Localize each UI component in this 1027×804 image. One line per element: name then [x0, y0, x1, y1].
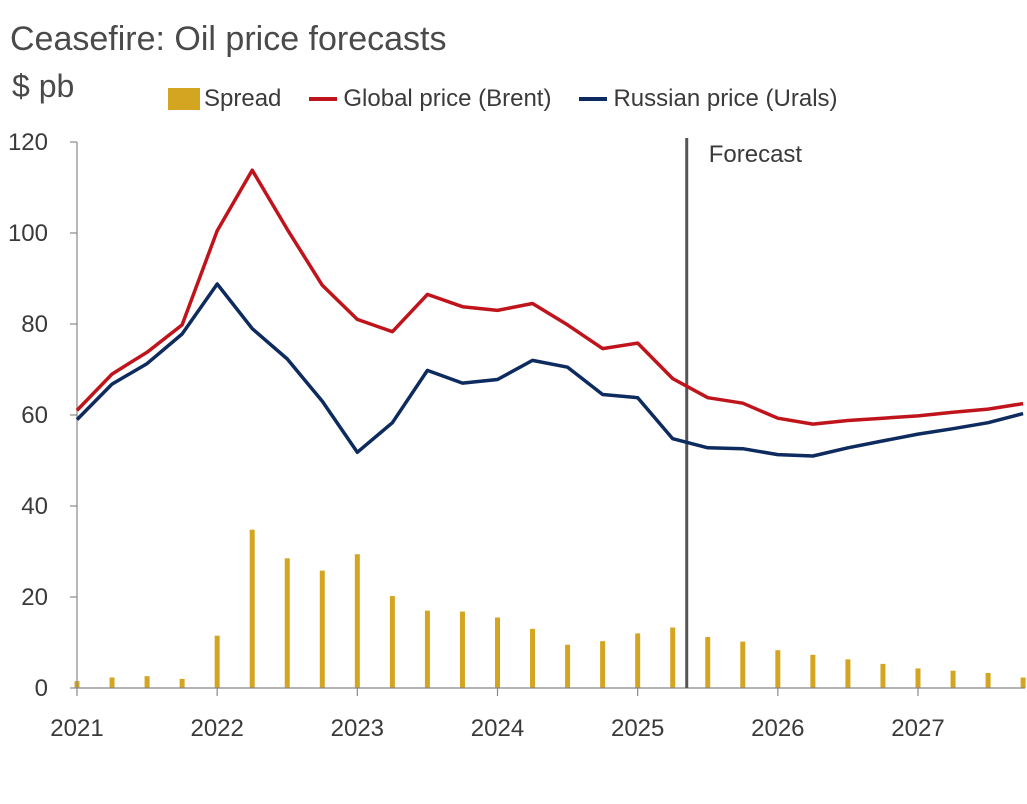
spread-bar [670, 627, 676, 688]
x-tick-label: 2027 [891, 715, 944, 742]
y-tick-label: 120 [8, 129, 48, 156]
brent-line [75, 168, 1024, 426]
spread-bar [950, 670, 956, 688]
legend-label-brent: Global price (Brent) [343, 85, 552, 112]
x-tick-label: 2021 [50, 715, 103, 742]
spread-bar [495, 617, 500, 688]
y-tick-label: 20 [21, 584, 48, 611]
legend: Spread Global price (Brent) Russian pric… [168, 84, 866, 114]
chart-title: Ceasefire: Oil price forecasts [10, 20, 447, 58]
spread-bar [880, 663, 886, 688]
spread-bar [424, 610, 430, 688]
x-tick-label: 2022 [190, 715, 243, 742]
spread-bar [530, 628, 536, 688]
spread-bar [775, 650, 781, 688]
spread-bar [109, 677, 115, 688]
y-tick-label: 0 [35, 675, 48, 702]
y-axis-ticks: 0 20 40 60 80 100 120 [8, 129, 77, 702]
x-tick-label: 2023 [331, 715, 384, 742]
legend-item-brent: Global price (Brent) [309, 85, 551, 113]
legend-item-spread: Spread [168, 85, 281, 113]
spread-bar [740, 641, 746, 688]
spread-bar [354, 554, 360, 688]
spread-bar [179, 678, 185, 688]
spread-bar [214, 635, 220, 688]
spread-bar [635, 633, 641, 688]
spread-bar [985, 672, 991, 688]
forecast-label: Forecast [709, 141, 803, 168]
spread-bar [249, 529, 255, 688]
legend-label-spread: Spread [204, 85, 282, 112]
spread-bar [284, 558, 290, 688]
spread-bar [845, 659, 851, 688]
y-tick-label: 60 [21, 402, 48, 429]
spread-bars [74, 529, 1026, 688]
x-axis-ticks: 2021 2022 2023 2024 2025 2026 2027 [50, 688, 945, 742]
spread-bar [144, 676, 150, 688]
spread-bar [565, 644, 571, 688]
x-tick-label: 2025 [611, 715, 664, 742]
y-tick-label: 80 [21, 311, 48, 338]
urals-line [75, 282, 1024, 458]
y-axis-unit-label: $ pb [12, 68, 75, 104]
spread-bar [459, 611, 465, 688]
x-tick-label: 2026 [751, 715, 804, 742]
spread-bar [319, 570, 325, 688]
price-lines [75, 168, 1024, 458]
spread-bar [600, 641, 606, 688]
legend-swatch-urals [579, 97, 608, 101]
y-tick-label: 100 [8, 220, 48, 247]
spread-bar [810, 654, 816, 688]
spread-bar [1020, 677, 1026, 688]
spread-bar [389, 596, 395, 688]
legend-swatch-brent [309, 97, 338, 101]
y-tick-label: 40 [21, 493, 48, 520]
spread-bar [915, 668, 921, 688]
legend-label-urals: Russian price (Urals) [613, 85, 838, 112]
legend-swatch-spread [168, 88, 200, 110]
legend-item-urals: Russian price (Urals) [579, 85, 838, 113]
x-tick-label: 2024 [471, 715, 524, 742]
spread-bar [705, 637, 711, 688]
